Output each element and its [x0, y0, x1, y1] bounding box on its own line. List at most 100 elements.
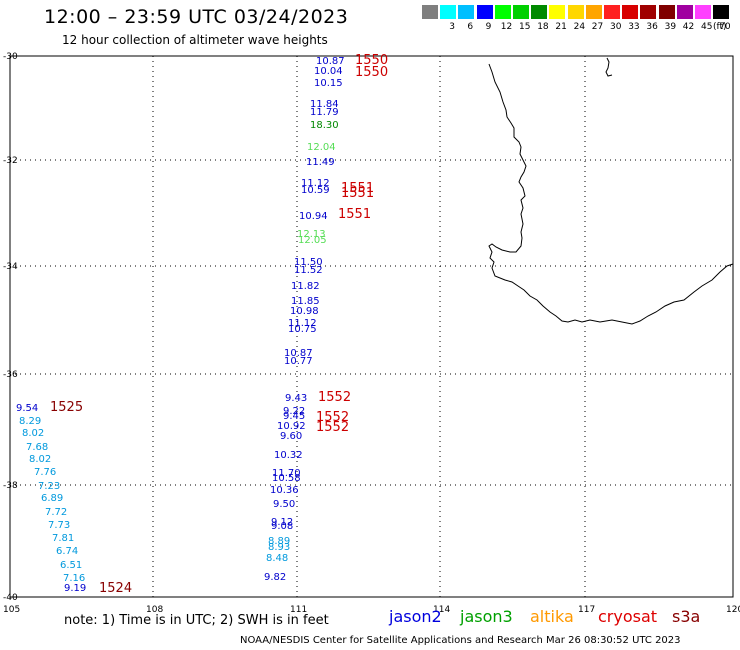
map-title: 12:00 – 23:59 UTC 03/24/2023	[44, 6, 349, 28]
legend-swatch	[494, 5, 511, 19]
legend-swatch	[513, 5, 529, 19]
wave-height-label: 8.89	[268, 536, 290, 547]
wave-height-label: 12.05	[298, 235, 327, 246]
legend-label: 9	[485, 22, 492, 32]
legend-label: 42	[682, 22, 695, 32]
wave-height-label: 7.16	[63, 573, 85, 584]
wave-height-label: 6.51	[60, 560, 82, 571]
legend-label: 12	[500, 22, 513, 32]
satellite-altika: altika	[530, 607, 574, 626]
legend-swatch	[604, 5, 620, 19]
footnote: note: 1) Time is in UTC; 2) SWH is in fe…	[64, 613, 329, 628]
wave-height-label: 7.81	[52, 533, 74, 544]
legend-label: 30	[610, 22, 622, 32]
axis-labels: 105 108 111 114 117 120 -30 -32 -34 -36 -38 -40	[3, 52, 740, 615]
wave-height-label: 10.59	[301, 185, 330, 196]
wave-height-label: 7.72	[45, 507, 67, 518]
legend-label: 39	[664, 22, 677, 32]
satellite-cryosat: cryosat	[598, 607, 658, 626]
legend-label: 21	[555, 22, 567, 32]
legend-label: 15	[519, 22, 531, 32]
wave-height-label: 7.73	[48, 520, 70, 531]
wave-height-label: 7.68	[26, 442, 48, 453]
legend-swatch	[713, 5, 730, 19]
legend-unit: (ft)	[713, 22, 727, 32]
wave-height-label: 11.79	[310, 107, 339, 118]
legend-swatch	[585, 5, 602, 19]
pass-time-label: 1550	[355, 65, 388, 80]
legend-swatch	[695, 5, 711, 19]
wave-height-label: 11.85	[291, 296, 320, 307]
wave-height-label: 7.76	[34, 467, 56, 478]
legend-swatch	[658, 5, 675, 19]
wave-height-label: 6.74	[56, 546, 78, 557]
wave-height-label: 10.87	[284, 348, 313, 359]
wave-height-label: 10.32	[274, 450, 303, 461]
lat-tick-label: -36	[3, 370, 18, 380]
wave-height-label: 11.12	[301, 178, 330, 189]
legend-swatch	[567, 5, 584, 19]
lat-tick-label: -38	[3, 481, 18, 491]
pass-time-label: 1551	[341, 186, 374, 201]
wave-height-label: 9.19	[64, 583, 86, 594]
map-frame	[9, 55, 734, 598]
wave-height-label: 9.60	[280, 431, 302, 442]
pass-time-label: 1524	[99, 581, 132, 596]
legend-label: 3	[449, 22, 455, 32]
lon-tick-label: 114	[433, 605, 450, 615]
wave-height-label: 8.48	[266, 553, 288, 564]
lat-tick-label: -32	[3, 156, 18, 166]
wave-height-label: 11.49	[306, 157, 335, 168]
wave-height-label: 9.22	[283, 406, 305, 417]
wave-height-label: 11.70	[272, 468, 301, 479]
wave-height-label: 10.04	[314, 66, 343, 77]
wave-height-label: 9.45	[283, 411, 305, 422]
wave-height-label: 9.08	[271, 521, 293, 532]
wave-height-label: 12.04	[307, 142, 336, 153]
satellite-jason2: jason2	[389, 607, 442, 626]
grid-lines	[10, 56, 733, 597]
wave-height-label: 10.87	[316, 56, 345, 67]
legend-label: 33	[628, 22, 640, 32]
wave-observations: 10.8710.0410.1511.8411.7918.3012.0411.49…	[16, 53, 388, 596]
pass-time-label: 1552	[316, 420, 349, 435]
pass-time-label: 1525	[50, 400, 83, 415]
wave-height-label: 9.12	[271, 517, 293, 528]
wave-height-label: 8.29	[19, 416, 41, 427]
wave-height-label: 10.36	[270, 485, 299, 496]
pass-time-label: 1551	[338, 207, 371, 222]
wave-height-label: 11.50	[294, 257, 323, 268]
legend-swatch	[476, 5, 493, 19]
lat-tick-label: -30	[3, 52, 18, 62]
legend-label: 70	[719, 22, 731, 32]
wave-height-label: 8.93	[268, 542, 290, 553]
wave-height-label: 10.77	[284, 356, 313, 367]
legend-label: 18	[537, 22, 549, 32]
lon-tick-label: 108	[146, 605, 163, 615]
legend-swatch	[458, 5, 475, 19]
coastline	[488, 63, 734, 325]
wave-height-label: 10.92	[277, 421, 306, 432]
legend-label: 27	[591, 22, 604, 32]
wave-height-label: 11.52	[294, 265, 323, 276]
pass-time-label: 1551	[341, 181, 374, 196]
wave-height-label: 11.82	[291, 281, 320, 292]
map-subtitle: 12 hour collection of altimeter wave hei…	[62, 33, 328, 47]
legend-swatch	[440, 5, 457, 19]
wave-height-label: 18.30	[310, 120, 339, 131]
wave-height-label: 12.13	[297, 229, 326, 240]
lat-tick-label: -34	[3, 262, 18, 272]
wave-height-label: 8.02	[29, 454, 51, 465]
wave-height-label: 9.43	[285, 393, 307, 404]
wave-height-label: 7.23	[38, 481, 60, 492]
legend-swatch	[622, 5, 639, 19]
legend-label: 36	[646, 22, 658, 32]
legend-swatch	[531, 5, 548, 19]
wave-height-label: 8.02	[22, 428, 44, 439]
legend-swatch	[640, 5, 657, 19]
lon-tick-label: 105	[3, 605, 20, 615]
wave-height-label: 10.98	[290, 306, 319, 317]
wave-height-label: 10.15	[314, 78, 343, 89]
wave-height-label: 9.54	[16, 403, 38, 414]
